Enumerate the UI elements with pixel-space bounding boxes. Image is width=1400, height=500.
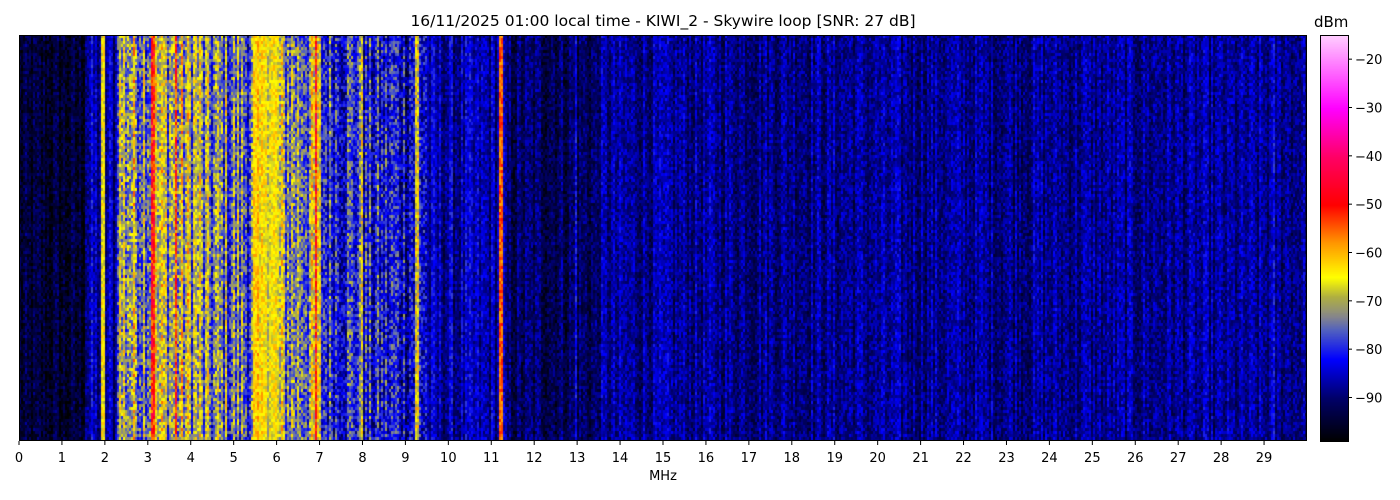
x-tick-label: 22 bbox=[955, 451, 972, 466]
x-tick-label: 9 bbox=[401, 451, 409, 466]
x-tick-label: 15 bbox=[655, 451, 672, 466]
x-tick-label: 21 bbox=[912, 451, 929, 466]
colorbar-tick-label: −70 bbox=[1355, 295, 1382, 310]
x-tick-label: 2 bbox=[101, 451, 109, 466]
x-axis-label: MHz bbox=[649, 469, 677, 484]
x-tick-label: 7 bbox=[315, 451, 323, 466]
x-tick-label: 13 bbox=[569, 451, 586, 466]
x-tick-label: 0 bbox=[15, 451, 23, 466]
x-tick-label: 28 bbox=[1213, 451, 1230, 466]
x-tick-label: 12 bbox=[526, 451, 543, 466]
colorbar-tick-label: −40 bbox=[1355, 150, 1382, 165]
waterfall-heatmap bbox=[19, 35, 1307, 441]
x-tick-label: 18 bbox=[784, 451, 801, 466]
colorbar-tick-label: −60 bbox=[1355, 247, 1382, 262]
x-tick-label: 4 bbox=[187, 451, 195, 466]
x-tick-label: 14 bbox=[612, 451, 629, 466]
x-tick-label: 10 bbox=[440, 451, 457, 466]
plot-frame bbox=[19, 35, 1307, 441]
x-tick-label: 6 bbox=[272, 451, 280, 466]
colorbar-tick-label: −30 bbox=[1355, 102, 1382, 117]
x-tick-label: 16 bbox=[698, 451, 715, 466]
chart-title: 16/11/2025 01:00 local time - KIWI_2 - S… bbox=[410, 12, 916, 30]
x-tick-label: 19 bbox=[826, 451, 843, 466]
x-tick-label: 5 bbox=[230, 451, 238, 466]
x-tick-label: 27 bbox=[1170, 451, 1187, 466]
x-tick-label: 23 bbox=[998, 451, 1015, 466]
x-tick-label: 1 bbox=[58, 451, 66, 466]
colorbar-tick-label: −20 bbox=[1355, 53, 1382, 68]
x-tick-label: 25 bbox=[1084, 451, 1101, 466]
x-tick-label: 8 bbox=[358, 451, 366, 466]
colorbar-tick-label: −90 bbox=[1355, 392, 1382, 407]
x-tick-label: 17 bbox=[741, 451, 758, 466]
colorbar-tick-label: −80 bbox=[1355, 343, 1382, 358]
x-tick-label: 26 bbox=[1127, 451, 1144, 466]
x-tick-label: 29 bbox=[1256, 451, 1273, 466]
colorbar-label: dBm bbox=[1314, 13, 1349, 31]
colorbar bbox=[1320, 35, 1349, 442]
x-tick-label: 11 bbox=[483, 451, 500, 466]
x-tick-label: 24 bbox=[1041, 451, 1058, 466]
x-tick-label: 20 bbox=[869, 451, 886, 466]
colorbar-tick-label: −50 bbox=[1355, 198, 1382, 213]
x-tick-label: 3 bbox=[144, 451, 152, 466]
